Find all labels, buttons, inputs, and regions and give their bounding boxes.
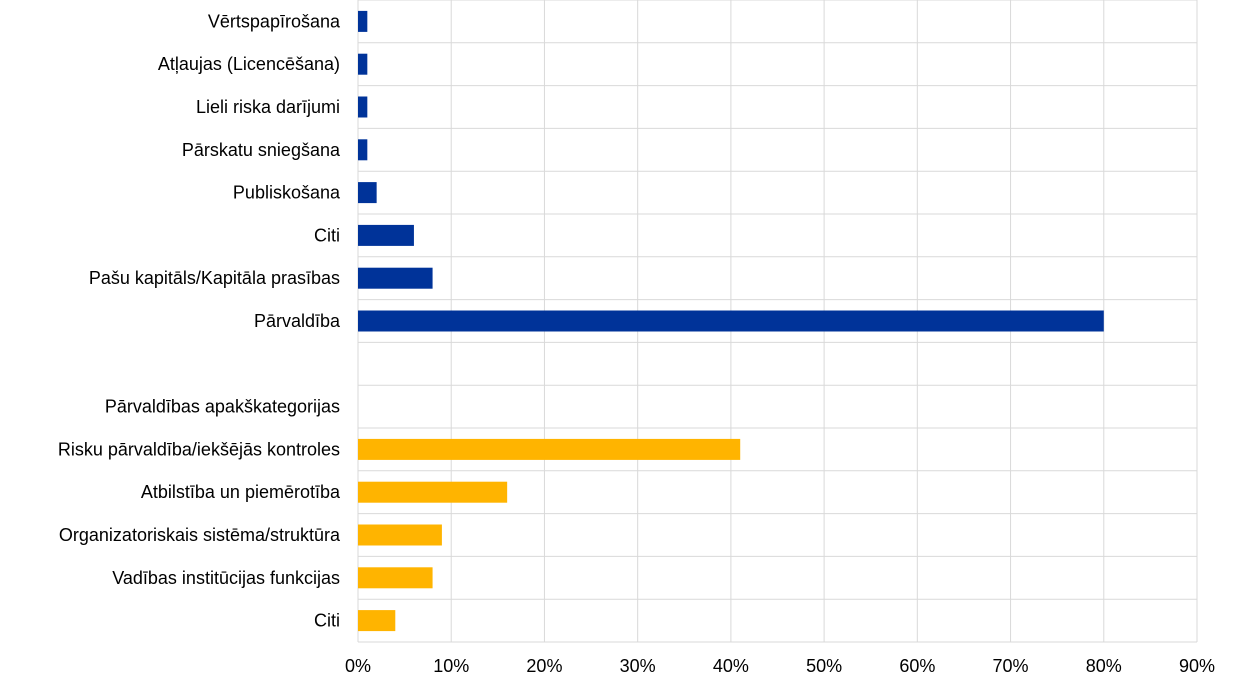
- bar: [358, 610, 396, 632]
- category-label-layer: Vērtspapīrošana Atļaujas (Licencēšana) Lie…: [58, 11, 341, 630]
- category-label: Vērtspapīrošana: [208, 11, 341, 31]
- bar: [358, 182, 377, 204]
- x-tick-label-layer: 0% 10% 20% 30% 40% 50% 60% 70% 80% 90%: [345, 656, 1215, 676]
- bar: [358, 96, 368, 118]
- x-tick-label: 60%: [899, 656, 935, 676]
- bar: [358, 438, 741, 460]
- x-tick-label: 70%: [993, 656, 1029, 676]
- x-tick-label: 20%: [526, 656, 562, 676]
- bar: [358, 310, 1104, 332]
- bar: [358, 481, 508, 503]
- bar: [358, 567, 433, 589]
- category-label: Citi: [314, 611, 340, 631]
- category-label: Pārvaldības apakškategorijas: [105, 397, 340, 417]
- category-label: Lieli riska darījumi: [196, 97, 340, 117]
- x-tick-label: 50%: [806, 656, 842, 676]
- bar: [358, 139, 368, 161]
- x-tick-label: 0%: [345, 656, 371, 676]
- x-tick-label: 90%: [1179, 656, 1215, 676]
- category-label: Atļaujas (Licencēšana): [158, 54, 340, 74]
- x-tick-label: 40%: [713, 656, 749, 676]
- bar: [358, 53, 368, 75]
- bar: [358, 224, 414, 246]
- category-label: Pārskatu sniegšana: [182, 140, 341, 160]
- category-label: Pārvaldība: [254, 311, 341, 331]
- category-label: Vadības institūcijas funkcijas: [112, 568, 340, 588]
- x-tick-label: 30%: [620, 656, 656, 676]
- bar: [358, 10, 368, 32]
- category-label: Pašu kapitāls/Kapitāla prasības: [89, 268, 340, 288]
- category-label: Organizatoriskais sistēma/struktūra: [59, 525, 341, 545]
- bar: [358, 524, 442, 546]
- bar: [358, 267, 433, 289]
- category-label: Citi: [314, 225, 340, 245]
- category-label: Risku pārvaldība/iekšējās kontroles: [58, 439, 340, 459]
- category-label: Atbilstība un piemērotība: [141, 482, 341, 502]
- bar-layer: [358, 10, 1104, 632]
- category-label: Publiskošana: [233, 183, 341, 203]
- x-tick-label: 80%: [1086, 656, 1122, 676]
- x-tick-label: 10%: [433, 656, 469, 676]
